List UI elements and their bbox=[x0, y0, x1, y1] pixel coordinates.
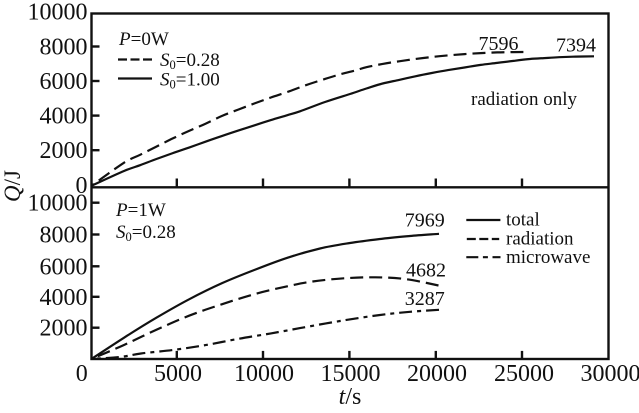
svg-text:radiation: radiation bbox=[506, 229, 574, 250]
svg-text:4000: 4000 bbox=[40, 285, 88, 311]
svg-text:radiation only: radiation only bbox=[471, 89, 578, 110]
svg-text:microwave: microwave bbox=[506, 247, 590, 268]
svg-text:Q/J: Q/J bbox=[0, 170, 25, 202]
svg-text:t/s: t/s bbox=[339, 384, 362, 410]
svg-text:7394: 7394 bbox=[556, 35, 596, 57]
svg-text:2000: 2000 bbox=[40, 138, 88, 164]
svg-text:7969: 7969 bbox=[405, 210, 445, 232]
svg-text:P=0W: P=0W bbox=[118, 29, 169, 50]
svg-text:20000: 20000 bbox=[407, 361, 467, 387]
svg-text:0: 0 bbox=[76, 361, 88, 387]
svg-text:S0=0.28: S0=0.28 bbox=[160, 50, 220, 72]
svg-text:25000: 25000 bbox=[494, 361, 554, 387]
svg-text:6000: 6000 bbox=[40, 254, 88, 280]
svg-text:3287: 3287 bbox=[405, 288, 445, 310]
svg-text:5000: 5000 bbox=[154, 361, 202, 387]
svg-text:6000: 6000 bbox=[40, 69, 88, 95]
svg-text:S0=0.28: S0=0.28 bbox=[116, 222, 176, 244]
svg-text:10000: 10000 bbox=[234, 361, 294, 387]
svg-text:4682: 4682 bbox=[406, 259, 446, 281]
svg-text:7596: 7596 bbox=[479, 33, 519, 55]
svg-text:8000: 8000 bbox=[40, 223, 88, 249]
svg-text:15000: 15000 bbox=[321, 361, 381, 387]
svg-text:0: 0 bbox=[76, 173, 88, 199]
svg-text:S0=1.00: S0=1.00 bbox=[160, 70, 220, 92]
svg-text:10000: 10000 bbox=[28, 191, 88, 217]
svg-text:2000: 2000 bbox=[40, 316, 88, 342]
svg-text:8000: 8000 bbox=[40, 35, 88, 61]
svg-text:total: total bbox=[506, 210, 540, 231]
svg-text:4000: 4000 bbox=[40, 104, 88, 130]
svg-text:30000: 30000 bbox=[581, 361, 639, 387]
svg-text:P=1W: P=1W bbox=[115, 200, 166, 221]
svg-text:10000: 10000 bbox=[28, 0, 88, 26]
